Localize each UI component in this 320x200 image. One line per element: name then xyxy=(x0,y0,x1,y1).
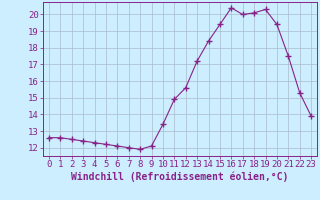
X-axis label: Windchill (Refroidissement éolien,°C): Windchill (Refroidissement éolien,°C) xyxy=(71,172,289,182)
